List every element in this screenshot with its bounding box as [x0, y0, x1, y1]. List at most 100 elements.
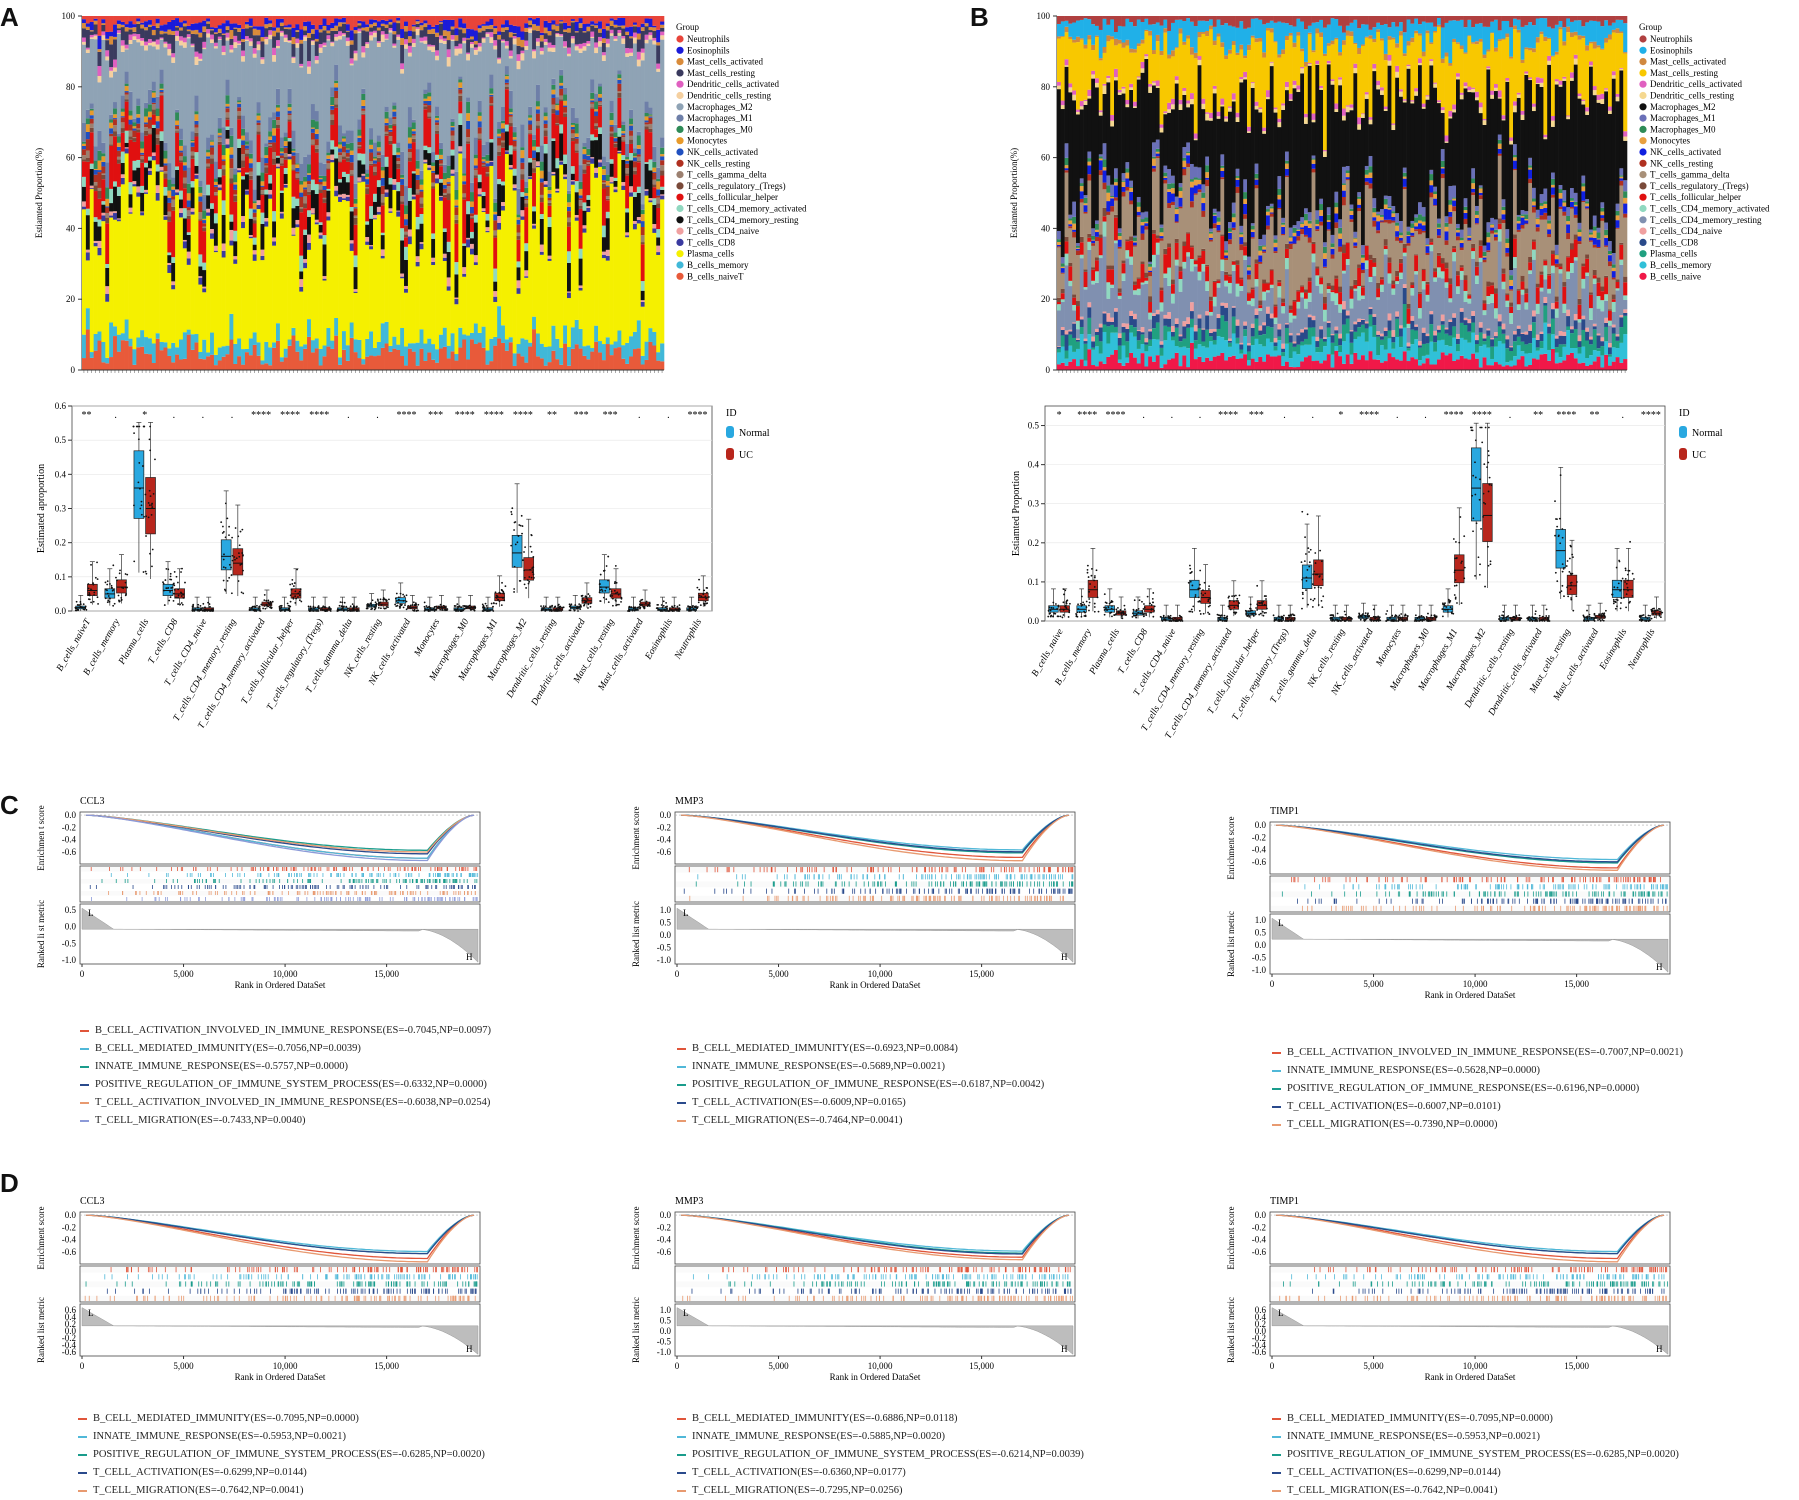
stacked-segment: [152, 104, 156, 109]
stacked-segment: [350, 211, 354, 240]
stacked-segment: [117, 34, 121, 134]
stacked-segment: [1251, 36, 1255, 38]
stacked-segment: [1103, 19, 1107, 47]
stacked-segment: [82, 177, 86, 187]
stacked-segment: [532, 51, 536, 58]
stacked-segment: [334, 196, 338, 318]
stacked-segment: [524, 251, 528, 270]
stacked-segment: [326, 212, 330, 216]
stacked-segment: [268, 194, 272, 198]
stacked-segment: [1133, 242, 1137, 245]
stacked-segment: [222, 55, 226, 127]
stacked-segment: [1076, 249, 1080, 251]
stacked-segment: [113, 114, 117, 118]
panel-label-d: D: [0, 1168, 19, 1199]
stacked-segment: [1194, 58, 1198, 133]
stacked-segment: [396, 152, 400, 154]
stacked-segment: [466, 16, 470, 29]
stacked-segment: [381, 170, 385, 177]
stacked-segment: [1175, 222, 1179, 223]
stacked-segment: [660, 165, 664, 170]
stacked-segment: [427, 339, 431, 353]
stacked-segment: [1198, 344, 1202, 357]
stacked-segment: [567, 366, 571, 370]
stacked-segment: [427, 352, 431, 370]
stacked-segment: [614, 143, 618, 144]
stacked-segment: [121, 95, 125, 108]
stacked-segment: [241, 136, 245, 141]
stacked-segment: [509, 37, 513, 50]
stacked-segment: [272, 165, 276, 211]
stacked-segment: [288, 111, 292, 114]
stacked-segment: [1270, 217, 1274, 269]
stacked-segment: [1129, 333, 1133, 353]
stacked-segment: [439, 197, 443, 201]
stacked-segment: [1080, 199, 1084, 203]
stacked-segment: [1217, 356, 1221, 370]
stacked-segment: [1281, 103, 1285, 105]
stacked-segment: [645, 120, 649, 122]
stacked-segment: [319, 239, 323, 349]
stacked-segment: [501, 343, 505, 370]
stacked-segment: [272, 31, 276, 37]
stacked-segment: [377, 141, 381, 147]
stacked-segment: [357, 16, 361, 21]
stacked-segment: [1087, 307, 1091, 318]
stacked-segment: [637, 193, 641, 217]
stacked-segment: [299, 197, 303, 207]
stacked-segment: [326, 220, 330, 328]
stacked-segment: [187, 29, 191, 31]
stacked-segment: [98, 188, 102, 191]
stacked-segment: [648, 200, 652, 202]
stacked-segment: [1068, 92, 1072, 214]
stacked-segment: [1163, 178, 1167, 180]
stacked-segment: [1277, 54, 1281, 57]
stacked-segment: [486, 142, 490, 155]
stacked-segment: [505, 20, 509, 27]
stacked-segment: [637, 217, 641, 220]
stacked-segment: [501, 185, 505, 202]
stacked-segment: [1087, 234, 1091, 238]
stacked-segment: [245, 24, 249, 28]
stacked-segment: [148, 20, 152, 25]
stacked-segment: [1095, 260, 1099, 271]
stacked-segment: [1285, 36, 1289, 40]
stacked-segment: [1213, 45, 1217, 86]
stacked-segment: [1266, 28, 1270, 30]
stacked-segment: [299, 16, 303, 29]
stacked-segment: [1277, 336, 1281, 340]
stacked-segment: [160, 170, 164, 171]
stacked-segment: [412, 120, 416, 123]
stacked-segment: [171, 200, 175, 207]
stacked-segment: [575, 221, 579, 320]
stacked-segment: [389, 346, 393, 352]
stacked-segment: [117, 187, 121, 196]
stacked-segment: [1258, 300, 1262, 305]
stacked-segment: [1201, 342, 1205, 347]
stacked-segment: [392, 117, 396, 119]
stacked-segment: [544, 124, 548, 128]
stacked-segment: [299, 185, 303, 193]
stacked-segment: [486, 34, 490, 37]
stacked-segment: [443, 189, 447, 193]
stacked-segment: [1125, 107, 1129, 162]
stacked-segment: [1122, 182, 1126, 187]
stacked-segment: [1198, 184, 1202, 189]
stacked-segment: [311, 25, 315, 29]
stacked-segment: [385, 192, 389, 197]
stacked-segment: [420, 214, 424, 224]
stacked-segment: [637, 132, 641, 136]
stacked-segment: [524, 182, 528, 188]
stacked-segment: [299, 66, 303, 67]
stacked-segment: [1232, 213, 1236, 217]
stacked-segment: [315, 194, 319, 220]
stacked-segment: [482, 161, 486, 162]
stacked-segment: [1167, 319, 1171, 327]
stacked-segment: [474, 55, 478, 138]
stacked-segment: [206, 21, 210, 23]
stacked-segment: [1068, 335, 1072, 346]
stacked-segment: [1277, 286, 1281, 297]
stacked-segment: [439, 348, 443, 370]
stacked-segment: [272, 241, 276, 245]
stacked-segment: [614, 125, 618, 133]
